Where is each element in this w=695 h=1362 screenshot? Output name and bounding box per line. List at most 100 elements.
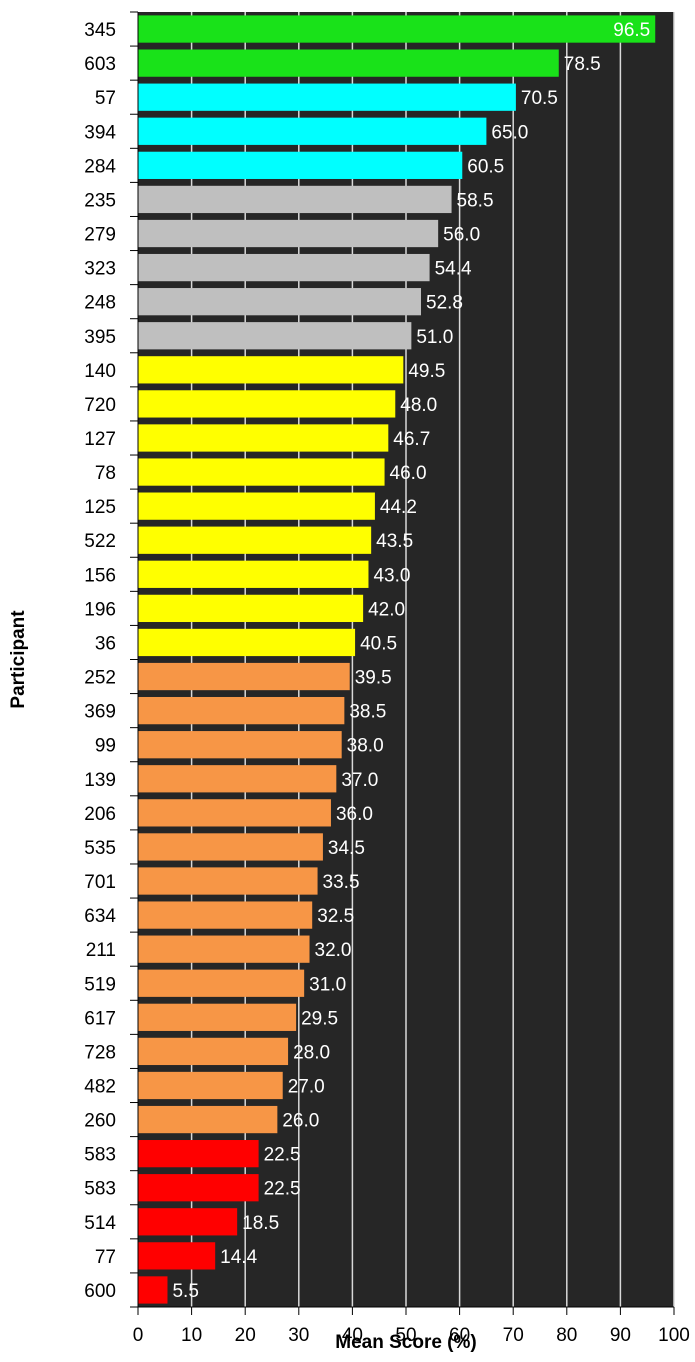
data-label: 27.0 <box>288 1076 325 1097</box>
bar <box>138 867 318 895</box>
data-label: 40.5 <box>360 633 397 654</box>
bar <box>138 1037 289 1066</box>
data-label: 44.2 <box>380 497 417 518</box>
data-label: 31.0 <box>309 974 346 995</box>
data-label: 18.5 <box>242 1213 279 1234</box>
bar <box>138 901 313 929</box>
bar <box>138 1071 283 1100</box>
y-tick-label: 514 <box>84 1213 116 1234</box>
bar <box>138 696 345 725</box>
data-label: 43.0 <box>373 565 410 586</box>
y-tick-label: 323 <box>84 259 116 280</box>
y-tick-label: 634 <box>84 906 116 927</box>
bar <box>138 662 350 691</box>
bar <box>138 628 356 657</box>
bar <box>138 731 342 759</box>
bar <box>138 594 364 623</box>
y-tick-label: 701 <box>84 872 116 893</box>
bar <box>138 151 463 179</box>
bar <box>138 322 412 350</box>
y-tick-label: 156 <box>84 565 116 586</box>
y-tick-labels: 345 603 57 394 284 235 279 323 248 395 140 720 127 78… <box>84 20 116 1302</box>
y-tick-label: 139 <box>84 770 116 791</box>
y-tick-label: 583 <box>84 1145 116 1166</box>
y-tick-label: 78 <box>95 463 116 484</box>
data-label: 78.5 <box>564 54 601 75</box>
bar <box>138 15 656 43</box>
data-label: 28.0 <box>293 1042 330 1063</box>
data-label: 46.0 <box>390 463 427 484</box>
y-tick-label: 394 <box>84 122 116 143</box>
y-tick-label: 519 <box>84 974 116 995</box>
y-tick-label: 522 <box>84 531 116 552</box>
data-label: 37.0 <box>341 770 378 791</box>
y-tick-label: 252 <box>84 668 116 689</box>
bar <box>138 1003 297 1031</box>
bar <box>138 1242 216 1270</box>
bar <box>138 765 337 793</box>
data-label: 46.7 <box>393 429 430 450</box>
y-axis-title: Participant <box>8 610 29 709</box>
y-tick-label: 603 <box>84 54 116 75</box>
bar <box>138 799 331 827</box>
x-tick-label: 40 <box>342 1325 363 1346</box>
data-label: 42.0 <box>368 599 405 620</box>
bar <box>138 560 369 588</box>
y-tick-label: 345 <box>84 20 116 41</box>
y-tick-label: 140 <box>84 361 116 382</box>
y-tick-label: 77 <box>95 1247 116 1268</box>
bar <box>138 935 310 963</box>
y-tick-label: 583 <box>84 1179 116 1200</box>
bar <box>138 1208 238 1236</box>
y-tick-label: 395 <box>84 327 116 348</box>
y-tick-label: 284 <box>84 156 116 177</box>
data-label: 32.5 <box>317 906 354 927</box>
y-tick-label: 600 <box>84 1281 116 1302</box>
bar <box>138 1174 259 1202</box>
y-tick-label: 617 <box>84 1008 116 1029</box>
y-tick-label: 535 <box>84 838 116 859</box>
data-label: 48.0 <box>400 395 437 416</box>
data-label: 14.4 <box>220 1247 257 1268</box>
y-tick-label: 57 <box>95 88 116 109</box>
data-label: 70.5 <box>521 88 558 109</box>
y-tick-label: 125 <box>84 497 116 518</box>
x-tick-label: 100 <box>658 1325 690 1346</box>
y-tick-label: 369 <box>84 702 116 723</box>
data-label: 22.5 <box>264 1145 301 1166</box>
bar <box>138 49 559 77</box>
bar <box>138 356 404 384</box>
bar <box>138 253 430 282</box>
bar <box>138 288 422 316</box>
y-tick-label: 720 <box>84 395 116 416</box>
y-tick-label: 206 <box>84 804 116 825</box>
bar <box>138 424 389 452</box>
data-label: 54.4 <box>435 259 472 280</box>
bar <box>138 390 396 418</box>
data-label: 65.0 <box>491 122 528 143</box>
data-label: 49.5 <box>408 361 445 382</box>
data-label: 96.5 <box>613 20 650 41</box>
bar <box>138 219 439 248</box>
y-tick-label: 211 <box>86 940 116 961</box>
y-tick-label: 235 <box>84 190 116 211</box>
data-label: 36.0 <box>336 804 373 825</box>
bar <box>138 458 385 486</box>
data-label: 51.0 <box>416 327 453 348</box>
x-tick-label: 20 <box>235 1325 256 1346</box>
data-label: 43.5 <box>376 531 413 552</box>
x-tick-label: 30 <box>288 1325 309 1346</box>
bar <box>138 492 375 520</box>
data-label: 52.8 <box>426 293 463 314</box>
data-labels: 96.5 78.5 70.5 65.0 60.5 58.5 56.0 54.4 52.8 51.0… <box>172 20 650 1302</box>
axes <box>130 11 675 1315</box>
data-label: 38.5 <box>349 702 386 723</box>
data-label: 22.5 <box>264 1179 301 1200</box>
bar <box>138 83 516 111</box>
x-tick-label: 50 <box>395 1325 416 1346</box>
y-tick-label: 482 <box>84 1076 116 1097</box>
y-tick-label: 36 <box>95 633 116 654</box>
x-tick-label: 90 <box>610 1325 631 1346</box>
data-label: 26.0 <box>282 1111 319 1132</box>
